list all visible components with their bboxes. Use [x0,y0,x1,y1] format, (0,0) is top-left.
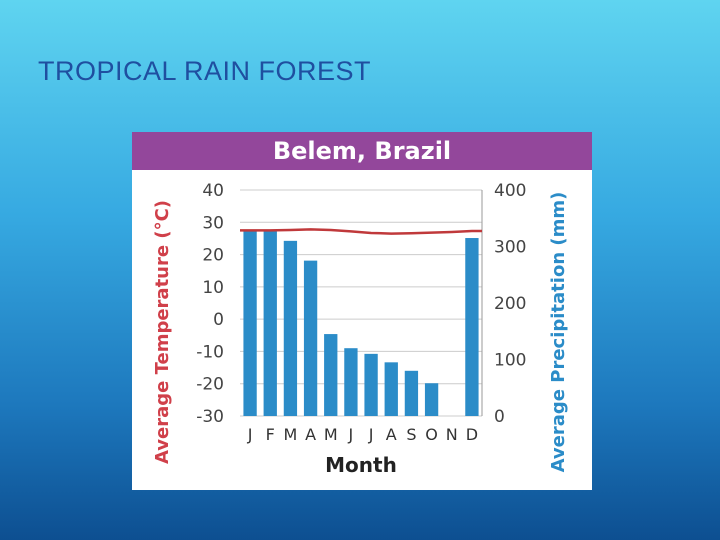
y-axis-right-label: Average Precipitation (mm) [548,192,569,473]
precipitation-bar [364,353,378,416]
precipitation-bar [404,370,419,416]
x-tick-label: J [368,425,374,444]
y-right-tick-label: 300 [494,238,526,258]
x-axis-label: Month [325,453,397,477]
x-tick-label: N [446,425,458,444]
y-left-tick-label: 10 [202,278,224,298]
y-left-tick-label: -20 [196,375,224,395]
y-right-tick-label: 200 [494,294,526,314]
chart-title-bar [132,132,592,170]
precipitation-bar [283,240,298,416]
y-right-tick-label: 400 [494,181,526,201]
chart-svg: Belem, Brazil 403020100-10-20-3040030020… [132,132,592,477]
y-left-tick-label: 30 [202,213,224,233]
slide-title: TROPICAL RAIN FOREST [38,56,372,86]
x-tick-label: F [266,425,275,444]
bar-layer [243,229,479,416]
x-tick-label: M [324,425,338,444]
y-left-tick-label: -10 [196,342,224,362]
x-tick-label: O [425,425,438,444]
precipitation-bar [324,334,338,416]
precipitation-bar [263,231,277,416]
x-tick-label: S [406,425,416,444]
y-left-tick-label: 0 [213,310,224,330]
y-right-tick-label: 100 [494,351,526,371]
precipitation-bar [424,383,439,416]
y-left-tick-label: 40 [202,181,224,201]
x-tick-label: A [305,425,316,444]
line-layer [240,228,482,235]
climate-chart: Belem, Brazil 40 30 20 10 0 -10 -20 -30 400 300 20… [132,132,592,490]
grid-layer [240,189,483,417]
precipitation-bar [243,229,257,416]
precipitation-bar [384,362,398,416]
precipitation-bar [344,348,358,416]
x-tick-label: A [386,425,397,444]
precipitation-bar [303,260,318,416]
y-left-tick-label: -30 [196,407,224,427]
x-tick-label: D [466,425,478,444]
y-axis-left-label: Average Temperature (°C) [152,200,173,464]
chart-title: Belem, Brazil [273,137,451,165]
x-tick-label: M [284,425,298,444]
x-tick-label: J [348,425,354,444]
x-tick-label: J [247,425,253,444]
temperature-line [240,228,482,235]
y-left-tick-label: 20 [202,246,224,266]
precipitation-bar [465,238,479,416]
y-right-tick-label: 0 [494,407,505,427]
